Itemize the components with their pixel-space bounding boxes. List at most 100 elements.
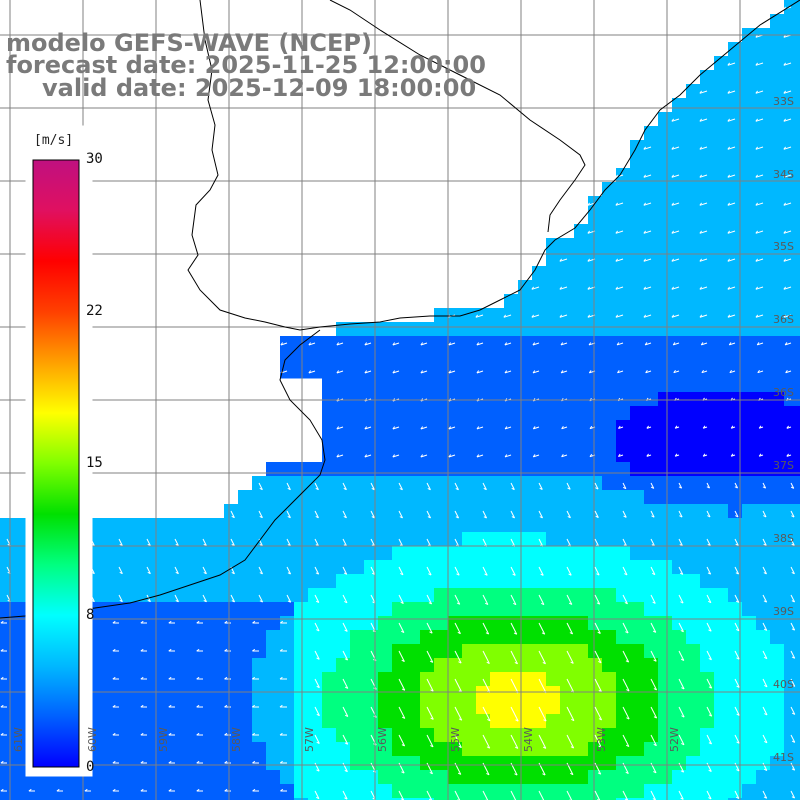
field-cell	[644, 336, 659, 351]
field-cell	[322, 644, 337, 659]
field-cell	[518, 476, 533, 491]
field-cell	[532, 658, 547, 673]
field-cell	[756, 686, 771, 701]
field-cell	[630, 392, 645, 407]
field-cell	[714, 154, 729, 169]
wind-arrow-head	[485, 632, 489, 635]
wind-arrow	[370, 538, 376, 547]
field-cell	[518, 784, 533, 799]
field-cell	[574, 714, 589, 729]
wind-arrow-head	[736, 741, 740, 744]
field-cell	[182, 784, 197, 799]
lon-label: 57W	[303, 727, 316, 752]
field-cell	[798, 686, 800, 701]
field-cell	[14, 518, 29, 533]
field-cell	[700, 770, 715, 785]
field-cell	[210, 742, 225, 757]
field-cell	[154, 658, 169, 673]
wind-arrow-head	[251, 704, 256, 708]
wind-arrow	[454, 510, 460, 519]
field-cell	[182, 630, 197, 645]
field-cell	[294, 602, 309, 617]
field-cell	[714, 70, 729, 85]
wind-arrow-head	[514, 746, 519, 749]
field-cell	[308, 686, 323, 701]
field-cell	[392, 714, 407, 729]
field-cell	[322, 742, 337, 757]
field-cell	[406, 392, 421, 407]
field-cell	[406, 658, 421, 673]
wind-arrow-head	[783, 230, 787, 234]
wind-arrow	[448, 342, 456, 346]
field-cell	[14, 602, 29, 617]
field-cell	[798, 168, 800, 183]
field-cell	[672, 518, 687, 533]
wind-arrow	[510, 482, 515, 490]
field-cell	[658, 504, 673, 519]
field-cell	[322, 616, 337, 631]
field-cell	[574, 798, 589, 800]
field-cell	[714, 490, 729, 505]
wind-arrow-head	[513, 632, 517, 635]
field-cell	[406, 546, 421, 561]
field-cell	[350, 504, 365, 519]
field-cell	[490, 504, 505, 519]
wind-arrow-head	[196, 704, 200, 708]
field-cell	[504, 364, 519, 379]
field-cell	[266, 672, 281, 687]
field-cell	[742, 224, 757, 239]
wind-arrow	[392, 426, 400, 430]
field-cell	[126, 602, 141, 617]
field-cell	[798, 546, 800, 561]
wind-arrow	[729, 370, 736, 374]
field-cell	[294, 364, 309, 379]
field-cell	[420, 518, 435, 533]
wind-arrow	[230, 594, 235, 603]
field-cell	[210, 644, 225, 659]
field-cell	[14, 714, 29, 729]
field-cell	[546, 378, 561, 393]
field-cell	[14, 770, 29, 785]
field-cell	[742, 420, 757, 435]
wind-arrow	[230, 510, 235, 518]
wind-arrow-head	[646, 425, 650, 429]
field-cell	[700, 322, 715, 337]
field-cell	[434, 588, 449, 603]
field-cell	[784, 350, 799, 365]
field-cell	[0, 546, 15, 561]
field-cell	[238, 784, 253, 799]
field-cell	[644, 518, 659, 533]
field-cell	[518, 630, 533, 645]
field-cell	[140, 644, 155, 659]
field-cell	[588, 294, 603, 309]
field-cell	[56, 574, 71, 589]
field-cell	[168, 728, 183, 743]
field-cell	[238, 686, 253, 701]
wind-arrow	[706, 762, 712, 772]
wind-arrow-head	[736, 769, 740, 772]
field-cell	[728, 126, 743, 141]
wind-arrow-head	[455, 487, 459, 491]
wind-arrow	[650, 622, 657, 633]
field-cell	[392, 420, 407, 435]
field-cell	[602, 182, 617, 197]
field-cell	[658, 294, 673, 309]
wind-arrow-head	[287, 600, 291, 603]
wind-arrow	[671, 118, 680, 122]
field-cell	[392, 630, 407, 645]
wind-arrow-head	[484, 602, 489, 606]
field-cell	[294, 630, 309, 645]
field-cell	[280, 714, 295, 729]
field-cell	[742, 798, 757, 800]
field-cell	[658, 616, 673, 631]
field-cell	[700, 392, 715, 407]
field-cell	[406, 448, 421, 463]
field-cell	[434, 686, 449, 701]
field-cell	[364, 770, 379, 785]
wind-arrow	[118, 566, 123, 574]
field-cell	[532, 630, 547, 645]
field-cell	[70, 714, 85, 729]
field-cell	[476, 406, 491, 421]
wind-arrow-head	[0, 676, 4, 680]
wind-arrow	[426, 734, 434, 748]
